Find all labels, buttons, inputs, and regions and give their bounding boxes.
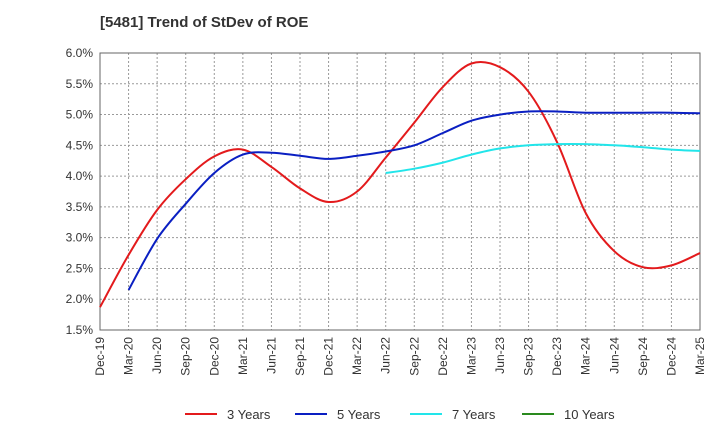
chart-title: [5481] Trend of StDev of ROE [100,14,309,31]
legend-item: 5 Years [295,402,380,426]
y-axis: 6.0% 5.5% 5.0% 4.5% 4.0% 3.5% 3.0% 2.5% 2.0% 1.5% [66,46,94,337]
legend-label: 10 Years [564,406,615,422]
x-tick-label: Sep-21 [293,337,307,376]
legend-label: 7 Years [452,406,496,422]
x-tick-label: Dec-24 [664,337,678,376]
x-tick-label: Sep-20 [179,337,193,376]
x-tick-label: Dec-21 [322,337,336,376]
x-tick-label: Mar-23 [464,337,478,375]
y-tick-label: 3.5% [66,200,94,214]
legend: 3 Years 5 Years 7 Years 10 Years [0,402,720,426]
x-tick-label: Jun-20 [150,337,164,374]
x-tick-label: Dec-19 [93,337,107,376]
legend-swatch [522,413,554,415]
y-tick-label: 4.5% [66,138,94,152]
series-lines [99,60,701,308]
legend-item: 10 Years [522,402,615,426]
y-tick-label: 1.5% [66,323,94,337]
x-tick-label: Jun-23 [493,337,507,374]
y-tick-label: 3.0% [66,231,94,245]
x-tick-label: Mar-25 [693,337,707,375]
y-tick-label: 2.0% [66,292,94,306]
legend-label: 3 Years [227,406,271,422]
x-tick-label: Mar-22 [350,337,364,375]
x-tick-label: Dec-23 [550,337,564,376]
y-tick-label: 6.0% [66,46,94,60]
y-tick-label: 5.0% [66,108,94,122]
y-tick-label: 5.5% [66,77,94,91]
x-tick-label: Mar-21 [236,337,250,375]
x-tick-label: Mar-24 [579,337,593,375]
series-line-5-years [127,110,701,291]
x-axis: Dec-19 Mar-20 Jun-20 Sep-20 Dec-20 Mar-21 Jun-… [93,337,707,376]
x-tick-label: Jun-21 [264,337,278,374]
legend-item: 7 Years [410,402,495,426]
x-tick-label: Dec-22 [436,337,450,376]
x-tick-label: Jun-22 [379,337,393,374]
x-tick-label: Dec-20 [207,337,221,376]
legend-item: 3 Years [185,402,270,426]
legend-swatch [185,413,217,415]
series-line-3-years [99,60,701,308]
y-tick-label: 2.5% [66,261,94,275]
series-line-7-years [385,142,701,174]
grid [99,52,701,331]
x-tick-label: Sep-24 [636,337,650,376]
legend-swatch [295,413,327,415]
legend-label: 5 Years [337,406,381,422]
plot-frame [99,52,701,331]
y-tick-label: 4.0% [66,169,94,183]
x-tick-label: Sep-22 [407,337,421,376]
x-tick-label: Jun-24 [607,337,621,374]
x-tick-label: Sep-23 [522,337,536,376]
x-tick-label: Mar-20 [122,337,136,375]
legend-swatch [410,413,442,415]
